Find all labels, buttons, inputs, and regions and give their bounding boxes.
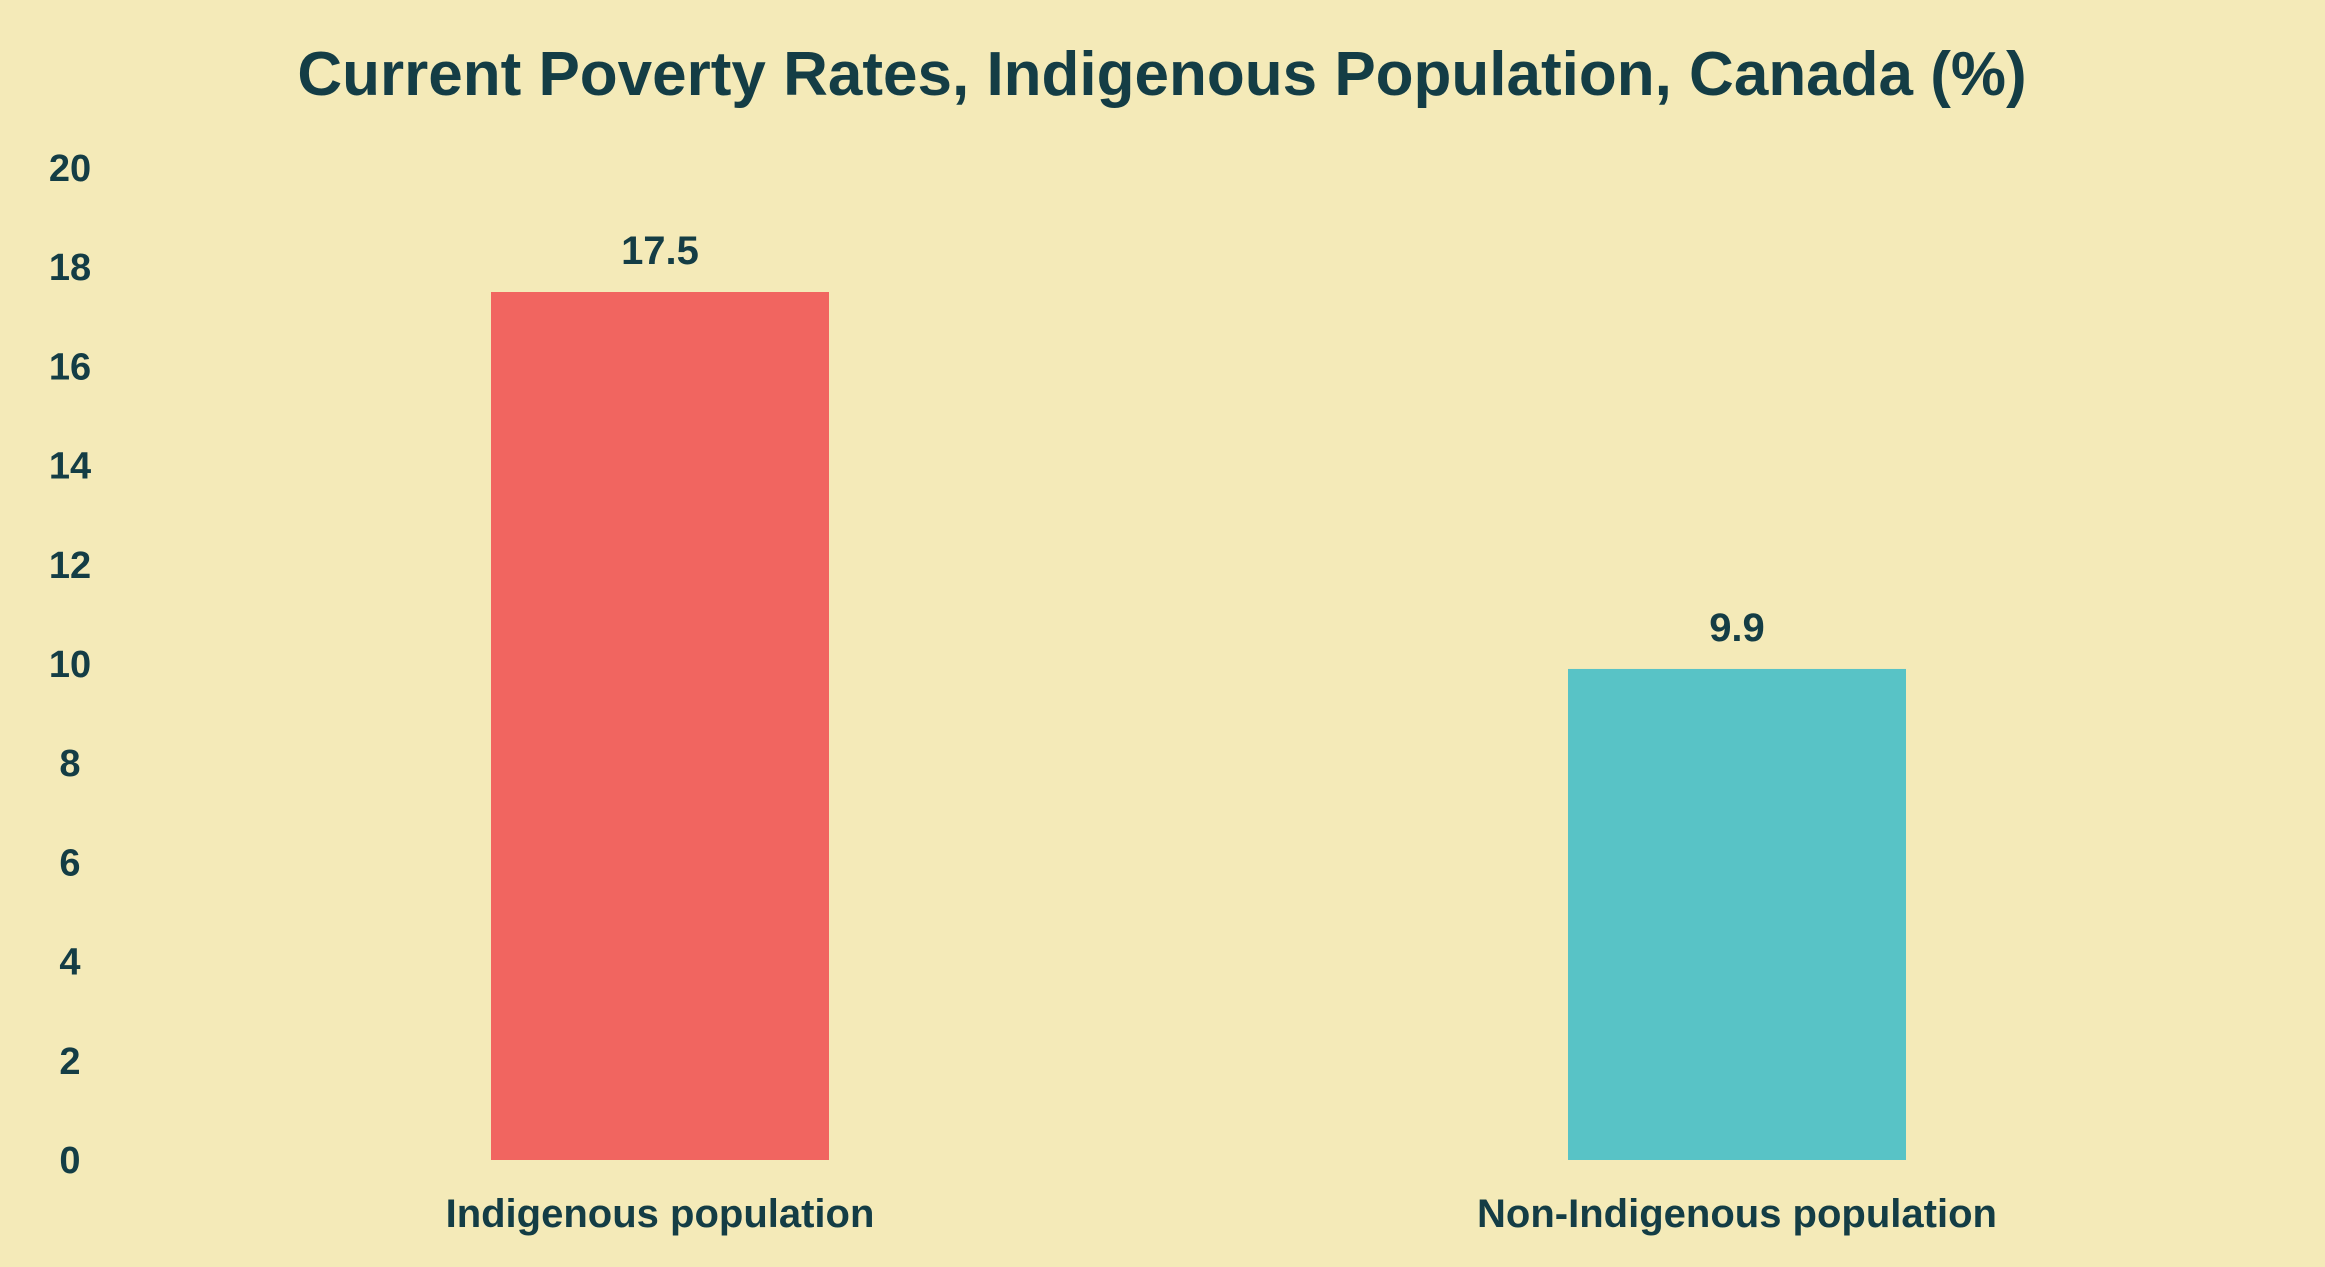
y-tick-label: 4 [59,942,80,984]
y-tick-label: 6 [59,842,80,884]
y-tick-label: 8 [59,743,80,785]
y-tick-label: 16 [49,346,91,388]
bar-non-indigenous [1568,668,1906,1160]
y-tick-label: 10 [49,644,91,686]
y-tick-label: 12 [49,545,91,587]
data-label: 17.5 [621,229,699,273]
data-labels: 17.5 9.9 [621,229,1765,650]
y-tick-label: 2 [59,1041,80,1083]
data-label: 9.9 [1709,606,1765,650]
chart-title: Current Poverty Rates, Indigenous Popula… [297,40,2026,109]
y-tick-label: 20 [49,148,91,190]
y-tick-label: 18 [49,247,91,289]
x-axis: Indigenous population Non-Indigenous popu… [446,1192,1997,1236]
x-category-label: Non-Indigenous population [1477,1192,1997,1236]
bar-indigenous [491,292,829,1160]
x-category-label: Indigenous population [446,1192,875,1236]
y-tick-label: 14 [49,446,91,488]
y-axis: 0 2 4 6 8 10 12 14 16 18 20 [49,148,91,1182]
y-tick-label: 0 [59,1140,80,1182]
bars [491,292,1906,1160]
